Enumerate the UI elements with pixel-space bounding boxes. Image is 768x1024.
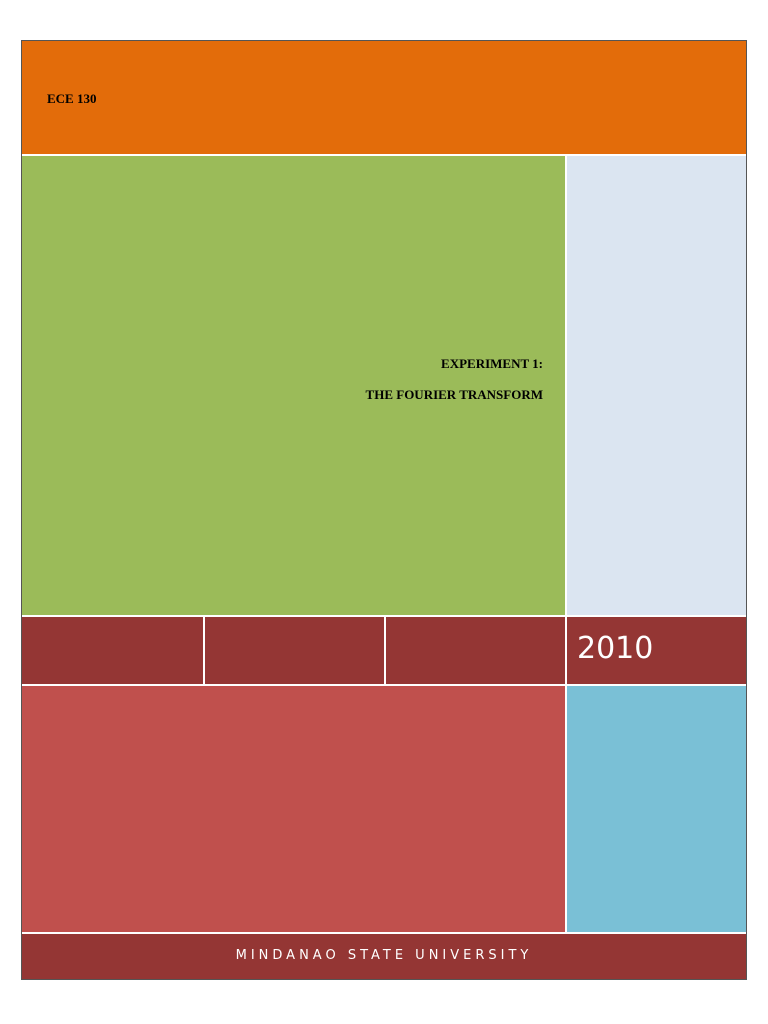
header-band: ECE 130 <box>22 41 746 154</box>
year: 2010 <box>577 631 654 666</box>
title-line-1: EXPERIMENT 1: <box>441 356 543 371</box>
cover: ECE 130 EXPERIMENT 1: THE FOURIER TRANSF… <box>21 40 747 980</box>
side-block <box>567 156 746 615</box>
lower-block <box>22 686 565 932</box>
institution: MINDANAO STATE UNIVERSITY <box>235 948 533 963</box>
strip-3 <box>386 617 565 684</box>
title-line-2: THE FOURIER TRANSFORM <box>365 387 543 402</box>
footer-band: MINDANAO STATE UNIVERSITY <box>22 934 746 979</box>
strip-1 <box>22 617 203 684</box>
course-code: ECE 130 <box>47 91 97 106</box>
year-block: 2010 <box>567 617 746 684</box>
title-block: EXPERIMENT 1: THE FOURIER TRANSFORM <box>22 156 565 615</box>
strip-2 <box>205 617 384 684</box>
lower-side-block <box>567 686 746 932</box>
